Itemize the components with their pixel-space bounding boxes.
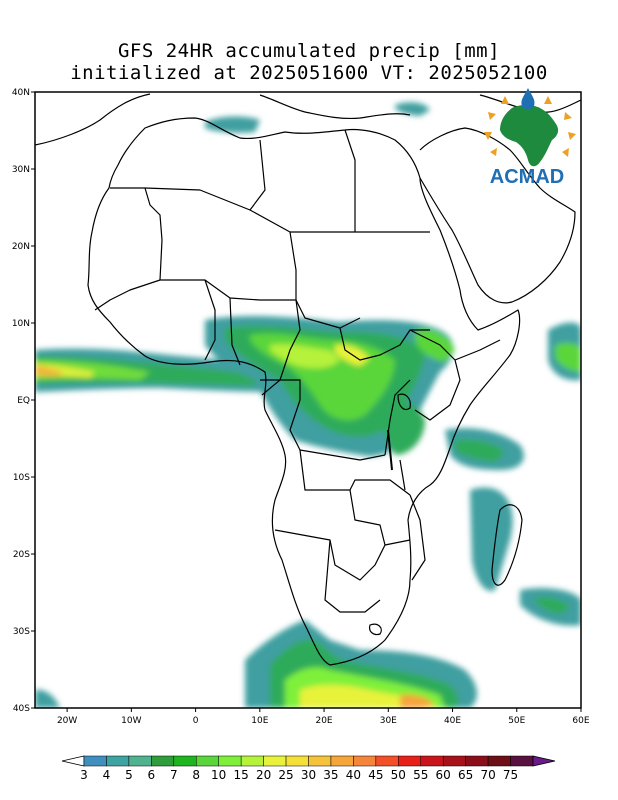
precip-field: [35, 102, 581, 708]
colorbar-box: [128, 755, 152, 767]
colorbar-label: 55: [413, 768, 428, 782]
colorbar-label: 50: [391, 768, 406, 782]
colorbar-box: [106, 755, 130, 767]
colorbar-label: 4: [103, 768, 111, 782]
colorbar-box: [285, 755, 309, 767]
colorbar-box: [330, 755, 354, 767]
colorbar-box: [398, 755, 421, 767]
lon-tick-label: 30E: [380, 716, 397, 726]
acmad-logo: ACMAD: [484, 88, 576, 188]
colorbar-low-triangle: [61, 755, 85, 767]
colorbar-label: 65: [458, 768, 473, 782]
lon-tick-label: 0: [193, 716, 199, 726]
lat-tick-label: 10S: [13, 473, 30, 483]
colorbar: 3 4 5 6 7 8 10 15 20 25 30 35 40 45 50 55 60 65 70 75: [61, 755, 556, 782]
colorbar-label: 45: [368, 768, 383, 782]
map-title-line2: initialized at 2025051600 VT: 2025052100: [70, 62, 548, 84]
africa-logo-icon: [500, 105, 559, 167]
colorbar-box: [83, 755, 107, 767]
latitude-axis: 40N 30N 20N 10N EQ 10S 20S 30S 40S: [12, 88, 35, 714]
lat-tick-label: 10N: [12, 319, 30, 329]
colorbar-box: [375, 755, 399, 767]
lat-tick-label: EQ: [17, 396, 30, 406]
colorbar-label: 3: [80, 768, 88, 782]
colorbar-box: [353, 755, 377, 767]
colorbar-box: [173, 755, 197, 767]
logo-drop-icon: [521, 88, 535, 109]
lat-tick-label: 40S: [13, 704, 30, 714]
lon-tick-label: 20E: [315, 716, 332, 726]
lon-tick-label: 60E: [572, 716, 589, 726]
colorbar-label: 60: [436, 768, 451, 782]
lat-tick-label: 20S: [13, 550, 30, 560]
colorbar-box: [196, 755, 219, 767]
lat-tick-label: 40N: [12, 88, 30, 98]
colorbar-box: [240, 755, 264, 767]
colorbar-label: 30: [301, 768, 316, 782]
colorbar-box: [487, 755, 511, 767]
longitude-axis: 20W 10W 0 10E 20E 30E 40E 50E 60E: [57, 708, 590, 726]
colorbar-box: [308, 755, 332, 767]
colorbar-label: 35: [323, 768, 338, 782]
colorbar-label: 6: [148, 768, 156, 782]
colorbar-box: [263, 755, 287, 767]
colorbar-box: [465, 755, 489, 767]
lon-tick-label: 40E: [444, 716, 461, 726]
colorbar-box: [218, 755, 242, 767]
colorbar-high-triangle: [532, 755, 556, 767]
lat-tick-label: 20N: [12, 242, 30, 252]
colorbar-label: 25: [278, 768, 293, 782]
lon-tick-label: 10W: [121, 716, 141, 726]
lon-tick-label: 10E: [251, 716, 268, 726]
colorbar-label: 70: [480, 768, 495, 782]
logo-text: ACMAD: [490, 166, 564, 188]
colorbar-box: [442, 755, 466, 767]
colorbar-label: 7: [170, 768, 178, 782]
colorbar-box: [510, 755, 534, 767]
colorbar-label: 5: [125, 768, 133, 782]
logo-sun-rays-icon: [484, 96, 576, 157]
colorbar-label: 10: [211, 768, 226, 782]
colorbar-box: [151, 755, 175, 767]
colorbar-label: 20: [256, 768, 271, 782]
colorbar-label: 8: [192, 768, 200, 782]
colorbar-label: 40: [346, 768, 361, 782]
lon-tick-label: 50E: [508, 716, 525, 726]
colorbar-label: 75: [503, 768, 518, 782]
lat-tick-label: 30S: [13, 627, 30, 637]
lon-tick-label: 20W: [57, 716, 77, 726]
colorbar-box: [420, 755, 444, 767]
map-title-line1: GFS 24HR accumulated precip [mm]: [117, 40, 501, 62]
lat-tick-label: 30N: [12, 165, 30, 175]
colorbar-label: 15: [234, 768, 249, 782]
